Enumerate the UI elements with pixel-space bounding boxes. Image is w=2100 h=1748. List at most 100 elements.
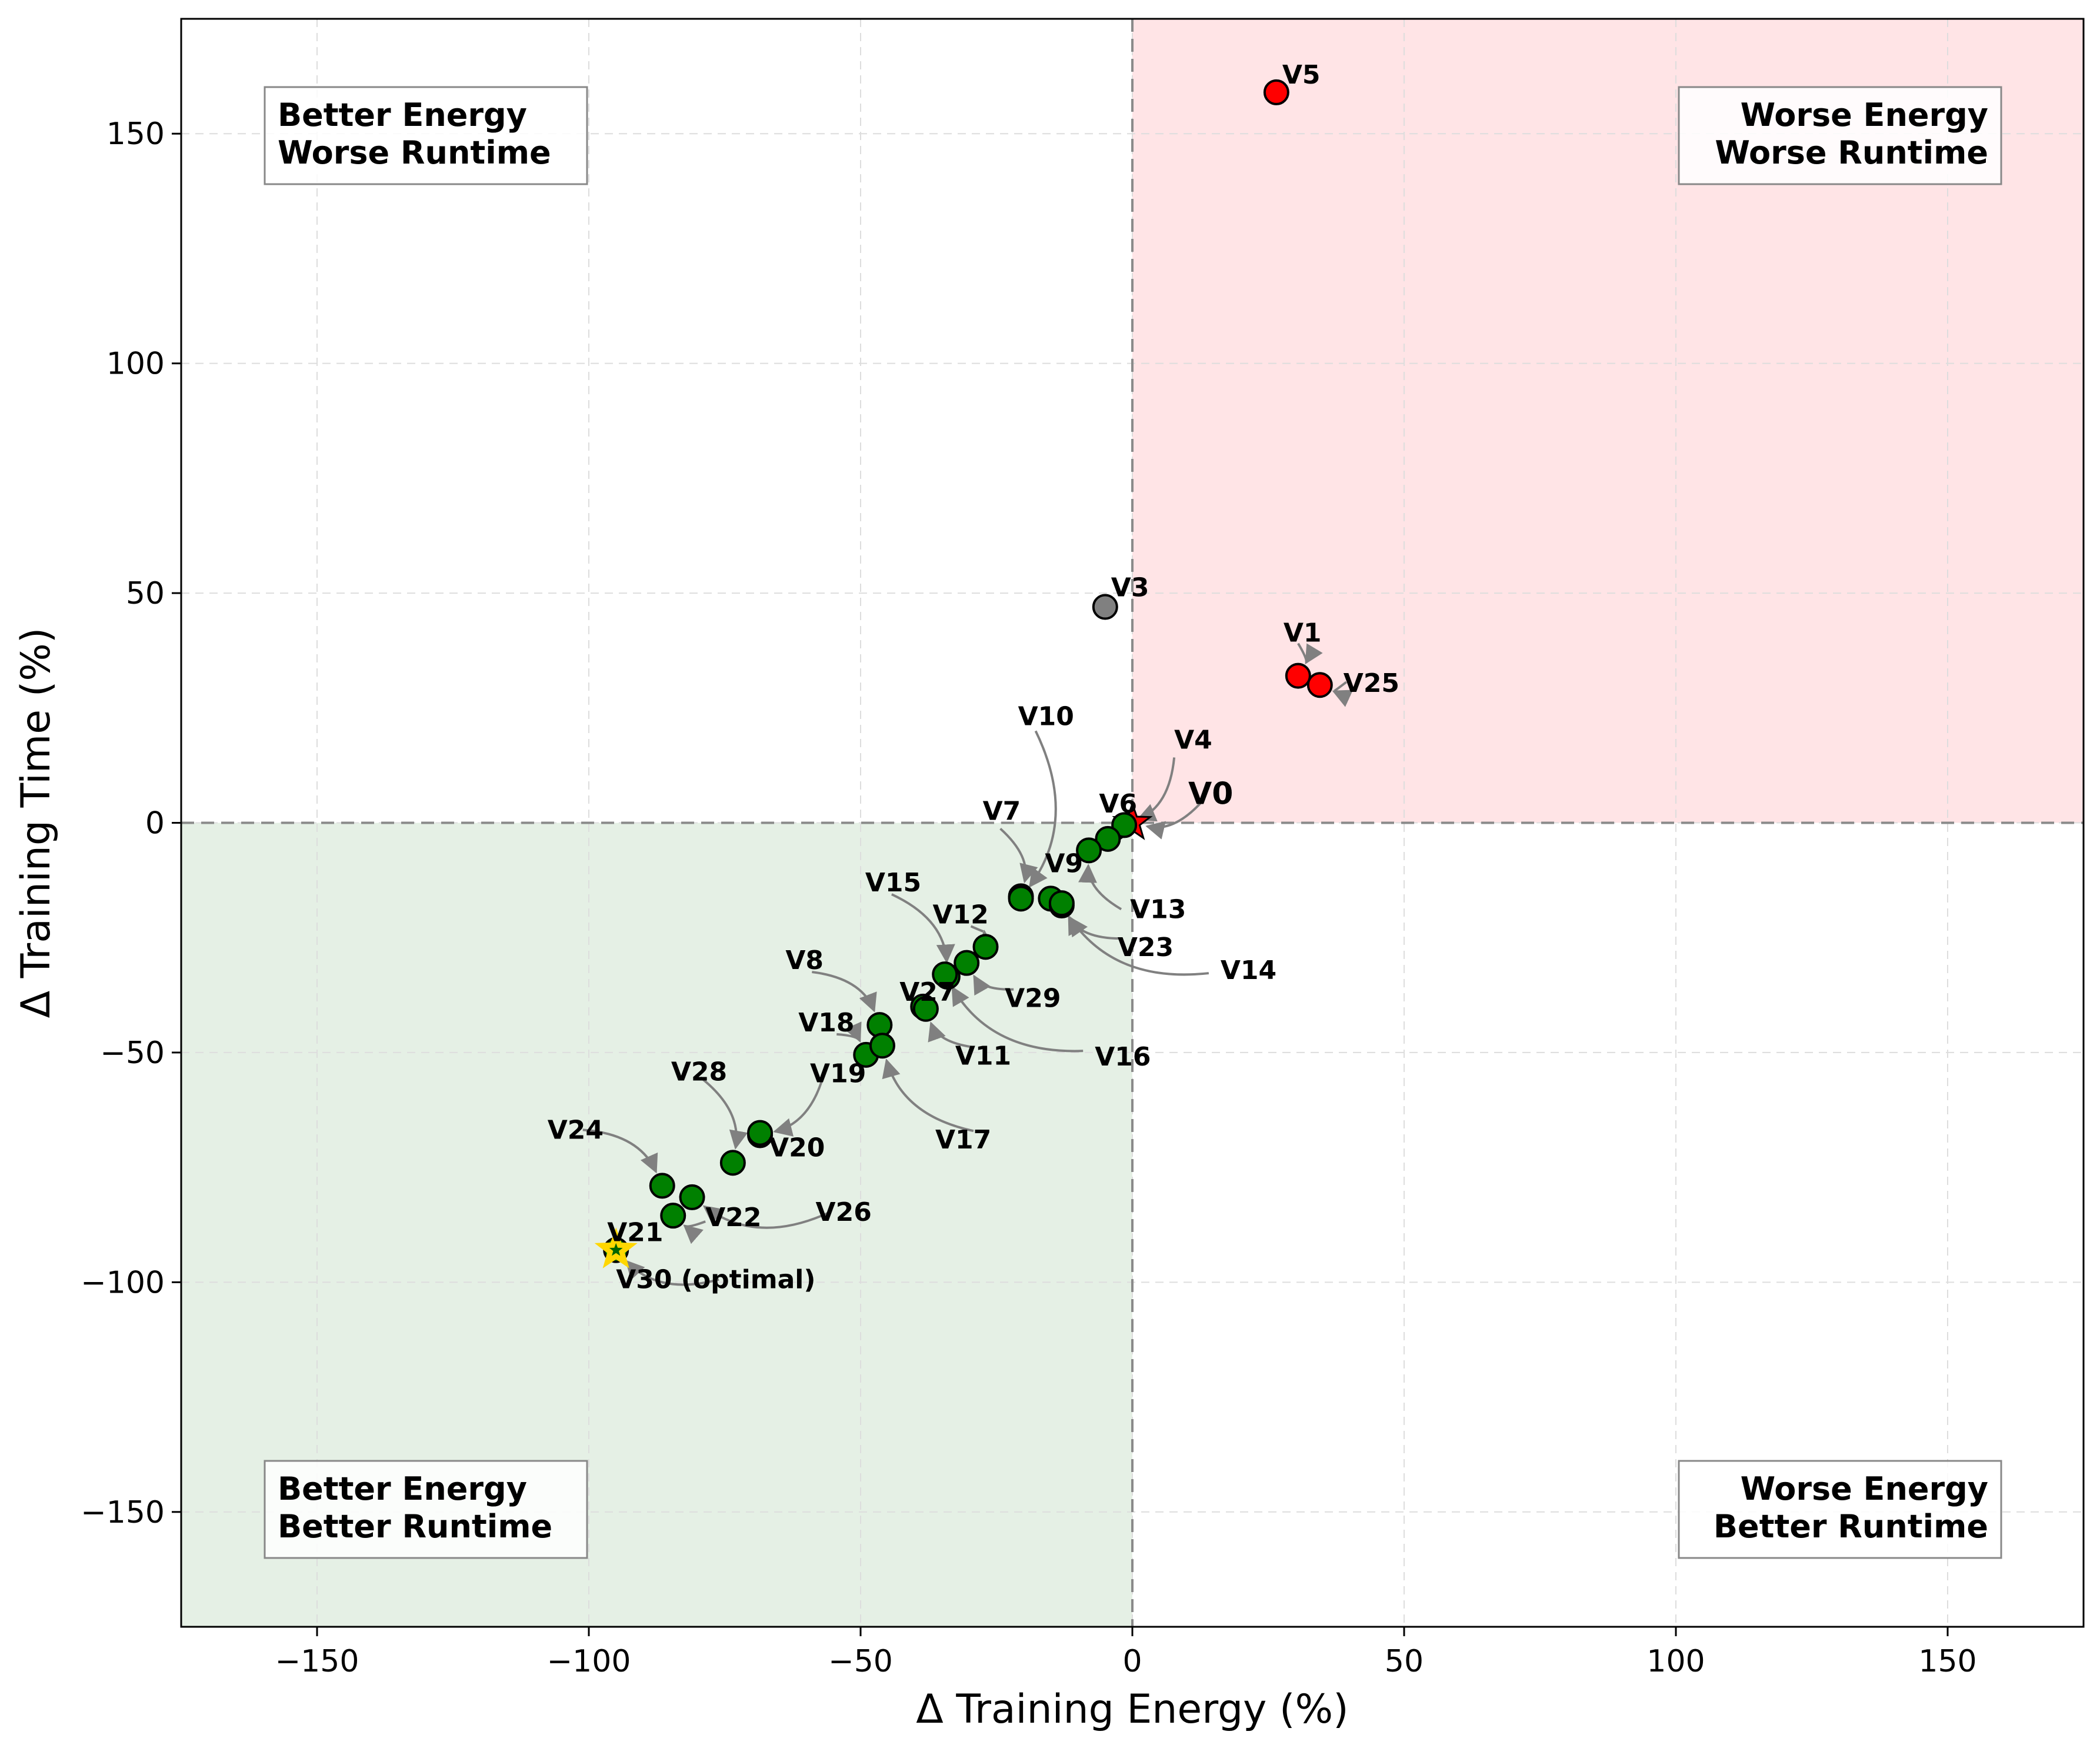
label-v0: V0 — [1188, 777, 1233, 812]
arrow-v17 — [882, 1058, 974, 1133]
label-v24: V24 — [548, 1115, 604, 1145]
quadrant-label-line: Worse Energy — [1741, 1470, 1988, 1507]
y-tick-label: 0 — [145, 806, 165, 841]
point-v25 — [1306, 672, 1333, 698]
y-tick-label: 50 — [126, 576, 165, 611]
label-v13: V13 — [1130, 894, 1186, 924]
label-v3: V3 — [1111, 572, 1149, 602]
point-v20 — [747, 1120, 774, 1146]
arrow-v4 — [1136, 757, 1176, 822]
arrow-v8 — [812, 971, 877, 1013]
arrow-v18 — [836, 1021, 862, 1043]
arrow-v7 — [999, 827, 1038, 884]
quadrant-label-line: Worse Runtime — [278, 134, 551, 171]
label-v6: V6 — [1099, 789, 1137, 819]
point-v24 — [649, 1173, 675, 1199]
label-v28: V28 — [671, 1057, 727, 1087]
y-tick-label: −100 — [81, 1265, 165, 1300]
x-tick-label: −50 — [828, 1644, 893, 1679]
point-v22 — [660, 1203, 686, 1229]
label-v25: V25 — [1344, 668, 1399, 698]
quadrant-label-box — [264, 1460, 588, 1559]
point-v3 — [1092, 594, 1118, 620]
point-v26 — [679, 1184, 705, 1210]
point-v16 — [932, 961, 958, 988]
data-points — [594, 79, 1333, 1268]
arrow-v24 — [582, 1128, 658, 1174]
label-v16: V16 — [1095, 1042, 1151, 1072]
arrow-v23 — [1068, 915, 1121, 940]
arrow-v16 — [951, 985, 1084, 1053]
quadrant-label-line: Better Runtime — [278, 1508, 552, 1545]
arrow-v28 — [699, 1076, 748, 1150]
label-v27: V27 — [899, 977, 955, 1007]
label-v21: V21 — [607, 1218, 663, 1248]
point-v23 — [1048, 890, 1075, 917]
label-v12: V12 — [933, 900, 989, 930]
arrow-v19 — [773, 1070, 826, 1137]
label-arrows — [582, 642, 1354, 1286]
point-v12 — [972, 934, 999, 960]
arrow-v15 — [891, 893, 955, 964]
point-v11 — [912, 995, 939, 1022]
arrow-v12 — [970, 925, 995, 950]
x-tick-label: 50 — [1385, 1644, 1424, 1679]
point-v29 — [954, 950, 980, 976]
arrow-v10 — [1028, 730, 1057, 888]
y-tick-label: −50 — [100, 1036, 165, 1071]
quadrant-label-box — [1678, 86, 2002, 185]
arrow-v0 — [1145, 800, 1204, 840]
arrow-v11 — [928, 1021, 974, 1048]
point-v30-optimal-center — [609, 1243, 623, 1256]
x-tick-label: 100 — [1646, 1644, 1705, 1679]
label-v17: V17 — [935, 1125, 991, 1155]
quadrant-label-box — [1678, 1460, 2002, 1559]
quadrant-label-line: Worse Runtime — [1715, 134, 1988, 171]
x-axis-title: Δ Training Energy (%) — [916, 1686, 1348, 1733]
arrow-v1 — [1297, 642, 1323, 665]
quadrant-label-line: Better Energy — [278, 96, 527, 134]
point-labels: V0 V1 V25 V5 V3 V4 V6 V13 V9 V14 V23 V7 V10 V12 V29 V15… — [548, 60, 1399, 1295]
x-tick-label: 0 — [1122, 1644, 1142, 1679]
label-v11: V11 — [955, 1041, 1011, 1071]
y-axis-ticks: −150 −100 −50 0 50 100 150 — [81, 116, 181, 1530]
point-v4 — [1111, 812, 1138, 838]
quadrant-label-line: Better Energy — [278, 1470, 527, 1507]
y-axis-title: Δ Training Time (%) — [13, 628, 59, 1018]
point-v1 — [1285, 662, 1311, 689]
arrow-v13 — [1078, 864, 1122, 911]
y-tick-label: 100 — [106, 347, 165, 382]
label-v15: V15 — [865, 868, 921, 898]
x-tick-label: −150 — [275, 1644, 359, 1679]
label-v29: V29 — [1005, 984, 1061, 1014]
point-v5 — [1263, 79, 1289, 105]
label-v26: V26 — [816, 1197, 872, 1227]
arrow-v26 — [702, 1205, 831, 1229]
point-v10 — [1008, 885, 1034, 912]
label-v8: V8 — [785, 945, 824, 975]
label-v14: V14 — [1221, 955, 1276, 985]
point-v28 — [719, 1150, 746, 1176]
point-v13 — [1076, 837, 1102, 864]
quadrant-label-box — [264, 86, 588, 185]
label-v10: V10 — [1018, 701, 1074, 731]
label-v22: V22 — [705, 1203, 761, 1233]
label-v23: V23 — [1118, 933, 1174, 963]
label-v18: V18 — [798, 1008, 854, 1038]
label-v9: V9 — [1045, 848, 1083, 878]
arrow-v25 — [1332, 681, 1354, 707]
point-v17 — [869, 1033, 895, 1059]
y-tick-label: 150 — [106, 116, 165, 152]
quadrant-label-line: Better Runtime — [1714, 1508, 1988, 1545]
label-v7: V7 — [983, 796, 1021, 826]
label-v20: V20 — [769, 1133, 825, 1163]
label-v30-optimal: V30 (optimal) — [616, 1265, 815, 1295]
x-tick-label: −100 — [547, 1644, 631, 1679]
y-tick-label: −150 — [81, 1495, 165, 1530]
